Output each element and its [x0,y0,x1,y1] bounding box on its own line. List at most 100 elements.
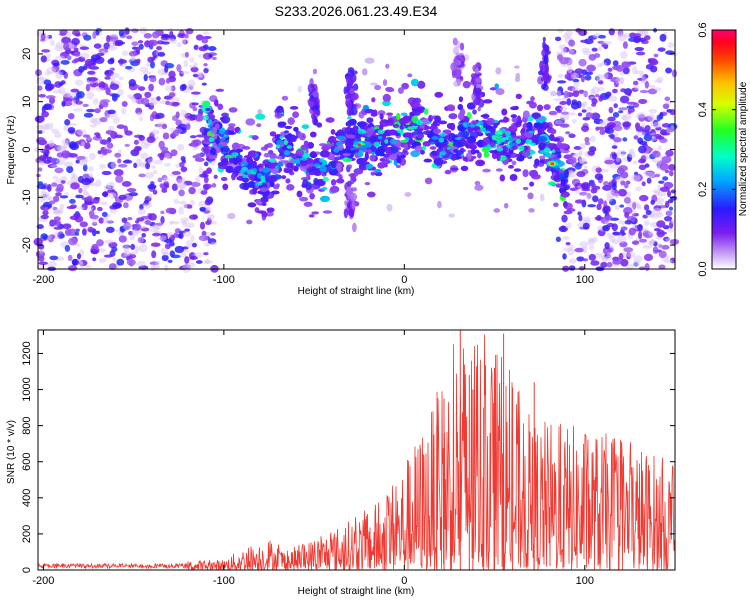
spectrogram-cell [211,183,217,188]
spectrogram-cell [450,167,459,171]
spectrogram-cell [529,169,538,178]
spectrogram-cell [446,146,452,151]
spectrogram-cell [71,37,80,46]
spectrogram-cell [597,80,604,85]
spectrogram-cell [498,119,506,123]
spectrogram-cell [198,166,203,175]
spectrogram-cell [481,146,491,153]
spectrogram-cell [543,147,551,153]
spectrogram-cell [51,182,58,187]
spectrogram-cell [118,194,127,200]
spectrogram-cell [330,129,336,135]
spectrogram-cell [379,113,384,120]
spectrogram-cell [101,170,112,176]
spectrogram-cell [374,84,382,91]
spectrogram-cell [198,200,207,208]
spectrogram-cell [649,214,660,219]
spectrogram-cell [79,46,90,51]
spectrogram-cell [609,163,619,169]
spectrogram-cell [621,33,631,38]
spectrogram-cell [148,83,154,92]
spectrogram-cell [67,254,73,262]
spectrogram-cell [180,252,187,258]
spectrogram-cell [495,168,503,172]
spectrogram-cell [467,135,477,144]
spectrogram-cell [134,245,140,254]
spectrogram-cell [162,176,169,183]
spectrogram-cell [144,142,152,147]
spectrogram-cell [173,232,179,238]
spectrogram-cell [576,171,586,178]
spectrogram-cell [72,99,77,107]
spectrogram-cell [563,200,568,208]
spectrogram-cell [258,167,264,172]
spectrogram-cell [189,57,195,63]
spectrogram-cell [659,186,670,192]
spectrogram-cell [635,186,642,192]
spectrogram-cell [284,130,289,134]
spectrogram-cell [245,118,256,126]
spectrogram-cell [269,152,277,160]
spectrogram-cell [106,114,115,119]
spectrogram-cell [584,136,590,143]
spectrogram-cell [669,196,674,204]
spectrogram-cell [83,34,92,41]
spectrogram-cell [578,150,584,155]
spectrogram-cell [562,253,567,260]
spectrogram-cell [91,243,99,251]
spectrogram-cell [652,246,659,254]
spectrogram-cell [140,225,146,229]
spectrogram-cell [195,260,203,264]
spectrogram-cell [207,119,213,126]
spectrogram-cell [128,50,138,57]
spectrogram-cell [615,156,621,162]
spectrogram-cell [646,177,652,184]
spectrogram-cell [548,181,556,186]
spectrogram-cell [293,126,299,132]
spectrogram-cell [231,152,239,157]
spectrogram-cell [67,112,75,120]
spectrogram-cell [118,29,125,37]
spectrogram-cell [349,87,355,95]
spectrogram-cell [483,130,491,134]
spectrogram-cell [140,97,150,105]
spectrogram-cell [337,129,345,136]
spectrogram-cell [75,194,84,199]
spectrogram-cell [633,35,642,43]
spectrogram-cell [196,134,206,138]
spectrogram-cell [354,152,359,159]
spectrogram-cell [404,132,415,138]
spectrogram-cell [129,95,136,100]
spectrogram-cell [595,74,604,81]
spectrogram-cell [247,202,257,208]
spectrogram-cell [98,258,107,263]
spectrogram-cell [528,208,535,213]
spectrogram-cell [665,149,674,157]
spectrogram-cell [635,51,646,56]
spectrogram-cell [346,202,351,209]
spectrogram-cell [554,172,561,180]
spectrogram-cell [614,204,620,211]
spectrogram-cell [572,78,580,83]
spectrogram-cell [434,115,441,123]
spectrogram-cell [150,242,161,247]
spectrogram-cell [163,162,171,167]
spectrogram-cell [231,173,236,181]
spectrogram-cell [312,68,318,75]
spectrogram-cell [545,65,549,74]
spectrogram-cell [186,204,193,209]
spectrogram-cell [591,47,598,52]
spectrogram-cell [627,252,636,258]
spectrogram-cell [633,135,639,140]
spectrogram-cell [558,143,569,149]
spectrogram-cell [133,145,140,153]
spectrogram-cell [618,220,626,225]
spectrogram-cell [145,162,151,170]
spectrogram-cell [83,192,91,196]
spectrogram-cell [622,67,630,75]
spectrogram-cell [293,159,302,164]
spectrogram-cell [505,133,511,138]
spectrogram-cell [53,226,63,230]
colorbar-tick-label: 0.0 [697,261,709,276]
spectrogram-cell [171,183,179,191]
